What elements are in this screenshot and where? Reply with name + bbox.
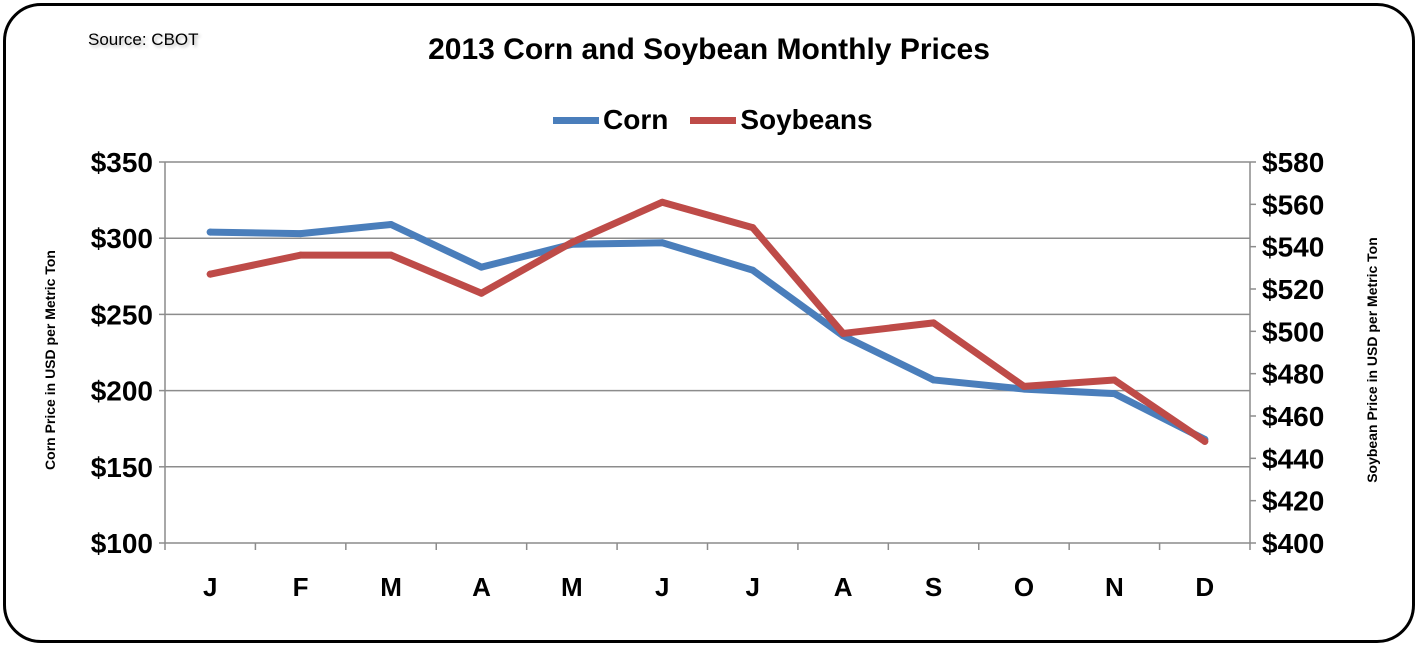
y-right-tick-label: $560 (1262, 189, 1324, 220)
y-left-tick-label: $250 (91, 299, 153, 330)
x-tick-label: J (655, 572, 669, 602)
data-point-soybeans (839, 329, 847, 337)
y-axis-right-label: Soybean Price in USD per Metric Ton (1364, 237, 1380, 483)
data-point-soybeans (568, 238, 576, 246)
x-tick-label: N (1105, 572, 1124, 602)
y-right-tick-label: $440 (1262, 443, 1324, 474)
data-point-soybeans (297, 251, 305, 259)
y-right-tick-label: $480 (1262, 359, 1324, 390)
data-point-soybeans (206, 270, 214, 278)
y-left-tick-label: $300 (91, 223, 153, 254)
legend-item-corn: Corn (553, 104, 668, 136)
data-point-corn (930, 376, 938, 384)
series-line-soybeans (206, 198, 1209, 445)
legend-label-soybeans: Soybeans (740, 104, 873, 135)
x-tick-label: A (472, 572, 491, 602)
y-left-tick-label: $350 (91, 147, 153, 178)
x-tick-label: D (1195, 572, 1214, 602)
x-tick-label: M (380, 572, 402, 602)
x-tick-label: F (293, 572, 309, 602)
data-point-soybeans (930, 319, 938, 327)
x-tick-label: J (745, 572, 759, 602)
data-point-corn (749, 266, 757, 274)
data-point-corn (477, 263, 485, 271)
legend-swatch-soybeans (690, 116, 737, 124)
y-right-tick-label: $460 (1262, 401, 1324, 432)
y-left-tick-label: $100 (91, 528, 153, 559)
data-point-soybeans (1201, 437, 1209, 445)
y-right-tick-label: $420 (1262, 486, 1324, 517)
x-tick-label: J (203, 572, 217, 602)
data-point-soybeans (1020, 382, 1028, 390)
data-point-soybeans (387, 251, 395, 259)
series-line-corn (206, 220, 1209, 443)
data-point-soybeans (749, 224, 757, 232)
x-tick-label: A (834, 572, 853, 602)
chart-frame (3, 3, 1415, 643)
data-point-corn (387, 220, 395, 228)
y-axis-left-label: Corn Price in USD per Metric Ton (42, 250, 58, 470)
legend-label-corn: Corn (603, 104, 669, 135)
data-point-soybeans (1110, 376, 1118, 384)
data-point-corn (658, 239, 666, 247)
y-right-tick-label: $500 (1262, 316, 1324, 347)
y-left-tick-label: $200 (91, 376, 153, 407)
data-point-soybeans (477, 289, 485, 297)
x-tick-label: M (561, 572, 583, 602)
legend-item-soybeans: Soybeans (690, 104, 873, 136)
data-point-soybeans (658, 198, 666, 206)
y-right-tick-label: $400 (1262, 528, 1324, 559)
data-point-corn (1110, 390, 1118, 398)
y-right-tick-label: $580 (1262, 147, 1324, 178)
x-tick-label: O (1014, 572, 1034, 602)
data-point-corn (297, 230, 305, 238)
y-right-tick-label: $520 (1262, 274, 1324, 305)
x-tick-label: S (925, 572, 942, 602)
y-left-tick-label: $150 (91, 452, 153, 483)
source-note: Source: CBOT (88, 30, 199, 49)
data-point-corn (206, 228, 214, 236)
legend-swatch-corn (553, 116, 599, 124)
y-right-tick-label: $540 (1262, 232, 1324, 263)
chart-title: 2013 Corn and Soybean Monthly Prices (428, 33, 990, 66)
legend: Corn Soybeans (553, 102, 895, 138)
